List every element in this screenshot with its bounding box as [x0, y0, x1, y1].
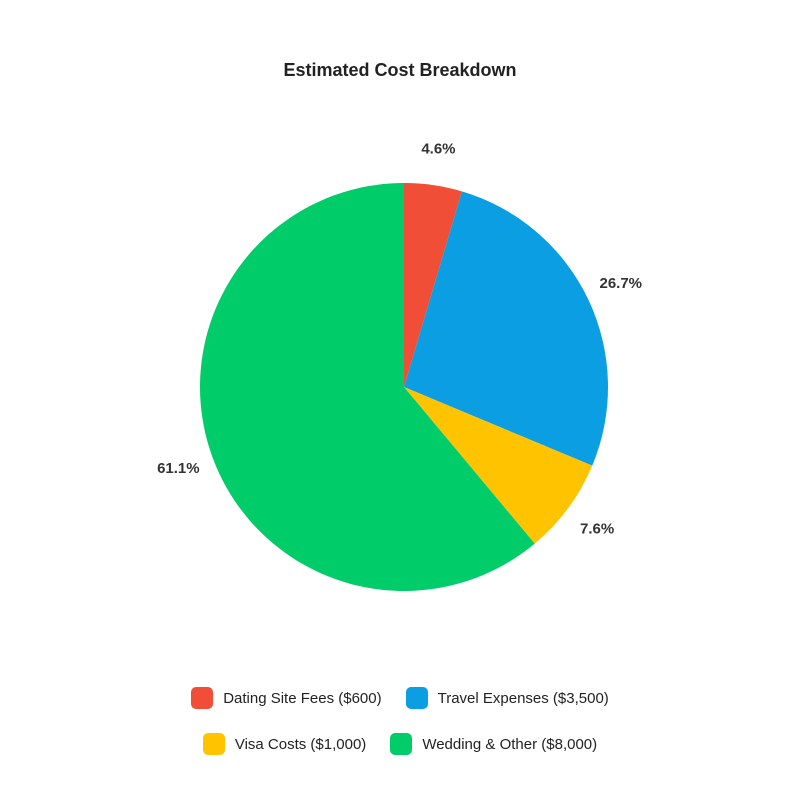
- legend-swatch: [405, 687, 428, 709]
- chart-title: Estimated Cost Breakdown: [283, 60, 517, 80]
- legend-item-wedding-other[interactable]: Wedding & Other ($8,000): [390, 733, 597, 755]
- legend-swatch: [390, 733, 413, 755]
- legend-swatch: [202, 733, 225, 755]
- pie-slice[interactable]: [404, 191, 608, 466]
- legend: Dating Site Fees ($600) Travel Expenses …: [0, 684, 800, 776]
- legend-item-visa-costs[interactable]: Visa Costs ($1,000): [202, 733, 367, 755]
- legend-swatch: [191, 687, 214, 709]
- pie-slice[interactable]: [404, 183, 462, 387]
- slice-percent-label: 61.1%: [157, 460, 200, 477]
- legend-label: Wedding & Other ($8,000): [422, 735, 598, 753]
- legend-label: Visa Costs ($1,000): [234, 735, 367, 753]
- legend-item-dating-site-fees[interactable]: Dating Site Fees ($600): [191, 687, 382, 709]
- legend-label: Travel Expenses ($3,500): [437, 689, 609, 707]
- legend-row: Dating Site Fees ($600) Travel Expenses …: [0, 684, 800, 712]
- pie-slice[interactable]: [404, 387, 593, 544]
- legend-item-travel-expenses[interactable]: Travel Expenses ($3,500): [405, 687, 609, 709]
- legend-label: Dating Site Fees ($600): [223, 689, 382, 707]
- legend-row: Visa Costs ($1,000) Wedding & Other ($8,…: [0, 730, 800, 758]
- slice-percent-label: 7.6%: [580, 520, 614, 537]
- slice-percent-label: 26.7%: [599, 275, 642, 292]
- slice-percent-label: 4.6%: [421, 140, 455, 157]
- pie-slice[interactable]: [200, 183, 535, 591]
